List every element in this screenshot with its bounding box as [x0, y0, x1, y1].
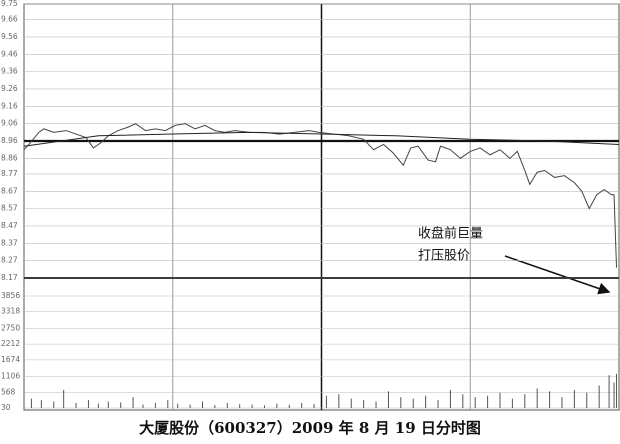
y-tick-label: 9.46	[1, 49, 18, 58]
arrow	[504, 255, 611, 295]
price-line	[23, 123, 618, 268]
chart-title: 大厦股份（600327）2009 年 8 月 19 日分时图	[139, 419, 481, 437]
y2-tick-label: 568	[1, 387, 16, 396]
y-tick-label: 9.75	[1, 0, 18, 8]
y-tick-label: 8.37	[1, 238, 18, 247]
price-line	[23, 131, 620, 147]
y-tick-label: 9.56	[1, 32, 18, 41]
y2-tick-label: 2750	[1, 323, 20, 332]
y2-tick-label: 1106	[1, 372, 20, 381]
y-tick-label: 9.36	[1, 67, 18, 76]
y-tick-label: 8.47	[1, 221, 18, 230]
annotation: 打压股价	[418, 249, 470, 264]
y2-tick-label: 3856	[1, 291, 20, 300]
y2-tick-label: 3318	[1, 307, 20, 316]
y-tick-label: 8.57	[1, 204, 18, 213]
y2-tick-label: 2212	[1, 339, 20, 348]
y-tick-label: 9.06	[1, 119, 18, 128]
annotation: 收盘前巨量	[418, 226, 483, 242]
y-tick-label: 8.96	[1, 136, 18, 145]
y2-tick-label: 1674	[1, 355, 20, 364]
y-tick-label: 9.16	[1, 101, 18, 110]
y2-tick-label: 30	[1, 403, 11, 412]
y-tick-label: 8.67	[1, 186, 18, 195]
y-tick-label: 8.77	[1, 169, 18, 178]
y-tick-label: 9.66	[1, 15, 18, 24]
y-tick-label: 8.27	[1, 256, 18, 265]
y-tick-label: 9.26	[1, 84, 18, 93]
y-tick-label: 8.17	[1, 273, 18, 282]
y-tick-label: 8.86	[1, 153, 18, 162]
